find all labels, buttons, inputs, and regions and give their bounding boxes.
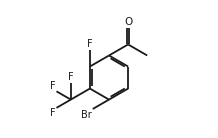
Text: F: F: [50, 81, 55, 91]
Text: Br: Br: [81, 110, 92, 120]
Text: F: F: [87, 39, 93, 49]
Text: F: F: [68, 72, 74, 82]
Text: O: O: [124, 17, 132, 27]
Text: F: F: [50, 108, 55, 118]
